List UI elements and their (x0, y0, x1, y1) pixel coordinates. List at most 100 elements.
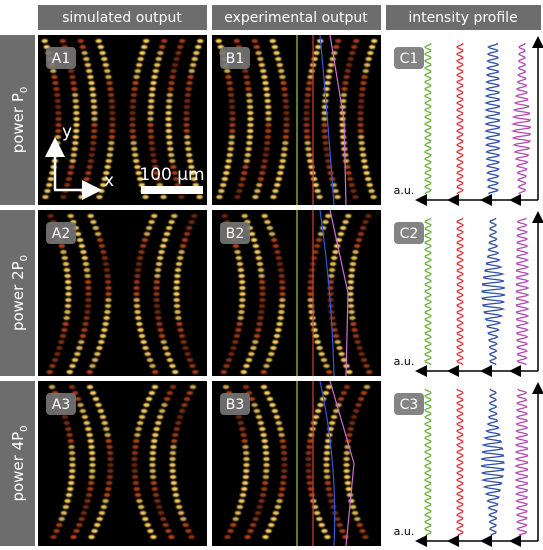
fringe-spot (151, 439, 158, 443)
fringe-spot (325, 385, 333, 389)
fringe-spot (363, 385, 371, 389)
fringe-spot (281, 87, 288, 91)
fringe-spot (246, 135, 254, 139)
fringe-spot (258, 280, 266, 284)
fringe-spot (303, 117, 310, 121)
fringe-spot (147, 129, 154, 133)
fringe-spot (51, 358, 59, 362)
fringe-spot (166, 99, 173, 103)
fringe-spot (320, 358, 328, 362)
fringe-spot (44, 189, 51, 193)
fringe-spot (165, 123, 172, 127)
fringe-spot (316, 195, 323, 199)
fringe-spot (276, 262, 284, 266)
fringe-spot (243, 469, 250, 473)
fringe-spot (154, 274, 161, 278)
fringe-spot (247, 529, 254, 533)
fringe-spot (183, 117, 190, 121)
fringe-spot (343, 463, 350, 467)
fringe-spot (103, 268, 111, 272)
fringe-spot (278, 433, 285, 437)
fringe-spot (162, 523, 169, 527)
fringe-spot (91, 358, 99, 362)
fringe-spot (343, 385, 351, 389)
fringe-spot (340, 93, 348, 97)
fringe-spot (106, 153, 114, 157)
fringe-spot (80, 250, 87, 254)
fringe-spot (315, 45, 322, 49)
fringe-spot (84, 304, 92, 308)
fringe-spot (108, 105, 116, 109)
fringe-spot (173, 427, 180, 431)
fringe-spot (238, 499, 245, 503)
fringe-spot (323, 475, 331, 479)
fringe-spot (87, 487, 94, 491)
fringe-spot (333, 244, 341, 248)
panel-label-bg (220, 222, 250, 244)
fringe-spot (352, 409, 360, 413)
fringe-spot (339, 529, 346, 533)
row-label-bg (0, 210, 35, 376)
fringe-spot (307, 439, 314, 443)
fringe-spot (362, 220, 369, 224)
fringe-spot (228, 135, 236, 139)
profile-line (329, 209, 349, 377)
fringe-spot (255, 256, 263, 260)
fringe-spot (195, 45, 202, 49)
fringe-spot (132, 445, 139, 449)
fringe-spot (160, 195, 167, 199)
fringe-spot (349, 505, 357, 509)
axis-label: x (104, 171, 114, 191)
fringe-spot (188, 535, 195, 539)
fringe-spot (134, 165, 141, 169)
fringe-spot (261, 75, 268, 79)
fringe-spot (227, 147, 234, 151)
fringe-spot (89, 457, 96, 461)
fringe-spot (308, 274, 315, 278)
fringe-spot (145, 226, 153, 230)
fringe-spot (147, 529, 154, 533)
fringe-spot (183, 232, 191, 236)
fringe-spot (148, 391, 156, 395)
fringe-spot (262, 535, 269, 539)
fringe-spot (170, 69, 177, 73)
fringe-spot (71, 147, 78, 151)
fringe-spot (152, 69, 159, 73)
fringe-spot (79, 45, 86, 49)
fringe-spot (245, 93, 253, 97)
fringe-spot (88, 153, 96, 157)
fringe-spot (63, 316, 70, 320)
fringe-spot (328, 268, 336, 272)
fringe-spot (321, 123, 328, 127)
fringe-spot (225, 358, 233, 362)
fringe-spot (56, 346, 63, 350)
fringe-spot (312, 183, 319, 187)
fringe-spot (257, 177, 265, 181)
fringe-spot (162, 346, 169, 350)
fringe-spot (229, 123, 236, 127)
fringe-spot (135, 427, 142, 431)
fringe-spot (138, 250, 145, 254)
fringe-spot (91, 123, 98, 127)
fringe-spot (146, 358, 154, 362)
fringe-spot (260, 165, 267, 169)
fringe-spot (253, 334, 261, 338)
fringe-spot (87, 159, 95, 163)
fringe-spot (278, 304, 286, 308)
fringe-spot (157, 51, 164, 55)
fringe-spot (99, 415, 107, 419)
fringe-spot (225, 75, 232, 79)
fringe-spot (134, 493, 142, 497)
fringe-spot (157, 328, 164, 332)
fringe-spot (306, 159, 314, 163)
fringe-spot (232, 517, 239, 521)
fringe-spot (314, 409, 322, 413)
column-header: experimental output (224, 10, 368, 26)
fringe-spot (273, 334, 281, 338)
fringe-spot (343, 469, 350, 473)
fringe-spot (186, 358, 194, 362)
fringe-spot (95, 403, 102, 407)
fringe-spot (74, 232, 82, 236)
fringe-spot (227, 529, 234, 533)
fringe-spot (184, 93, 192, 97)
